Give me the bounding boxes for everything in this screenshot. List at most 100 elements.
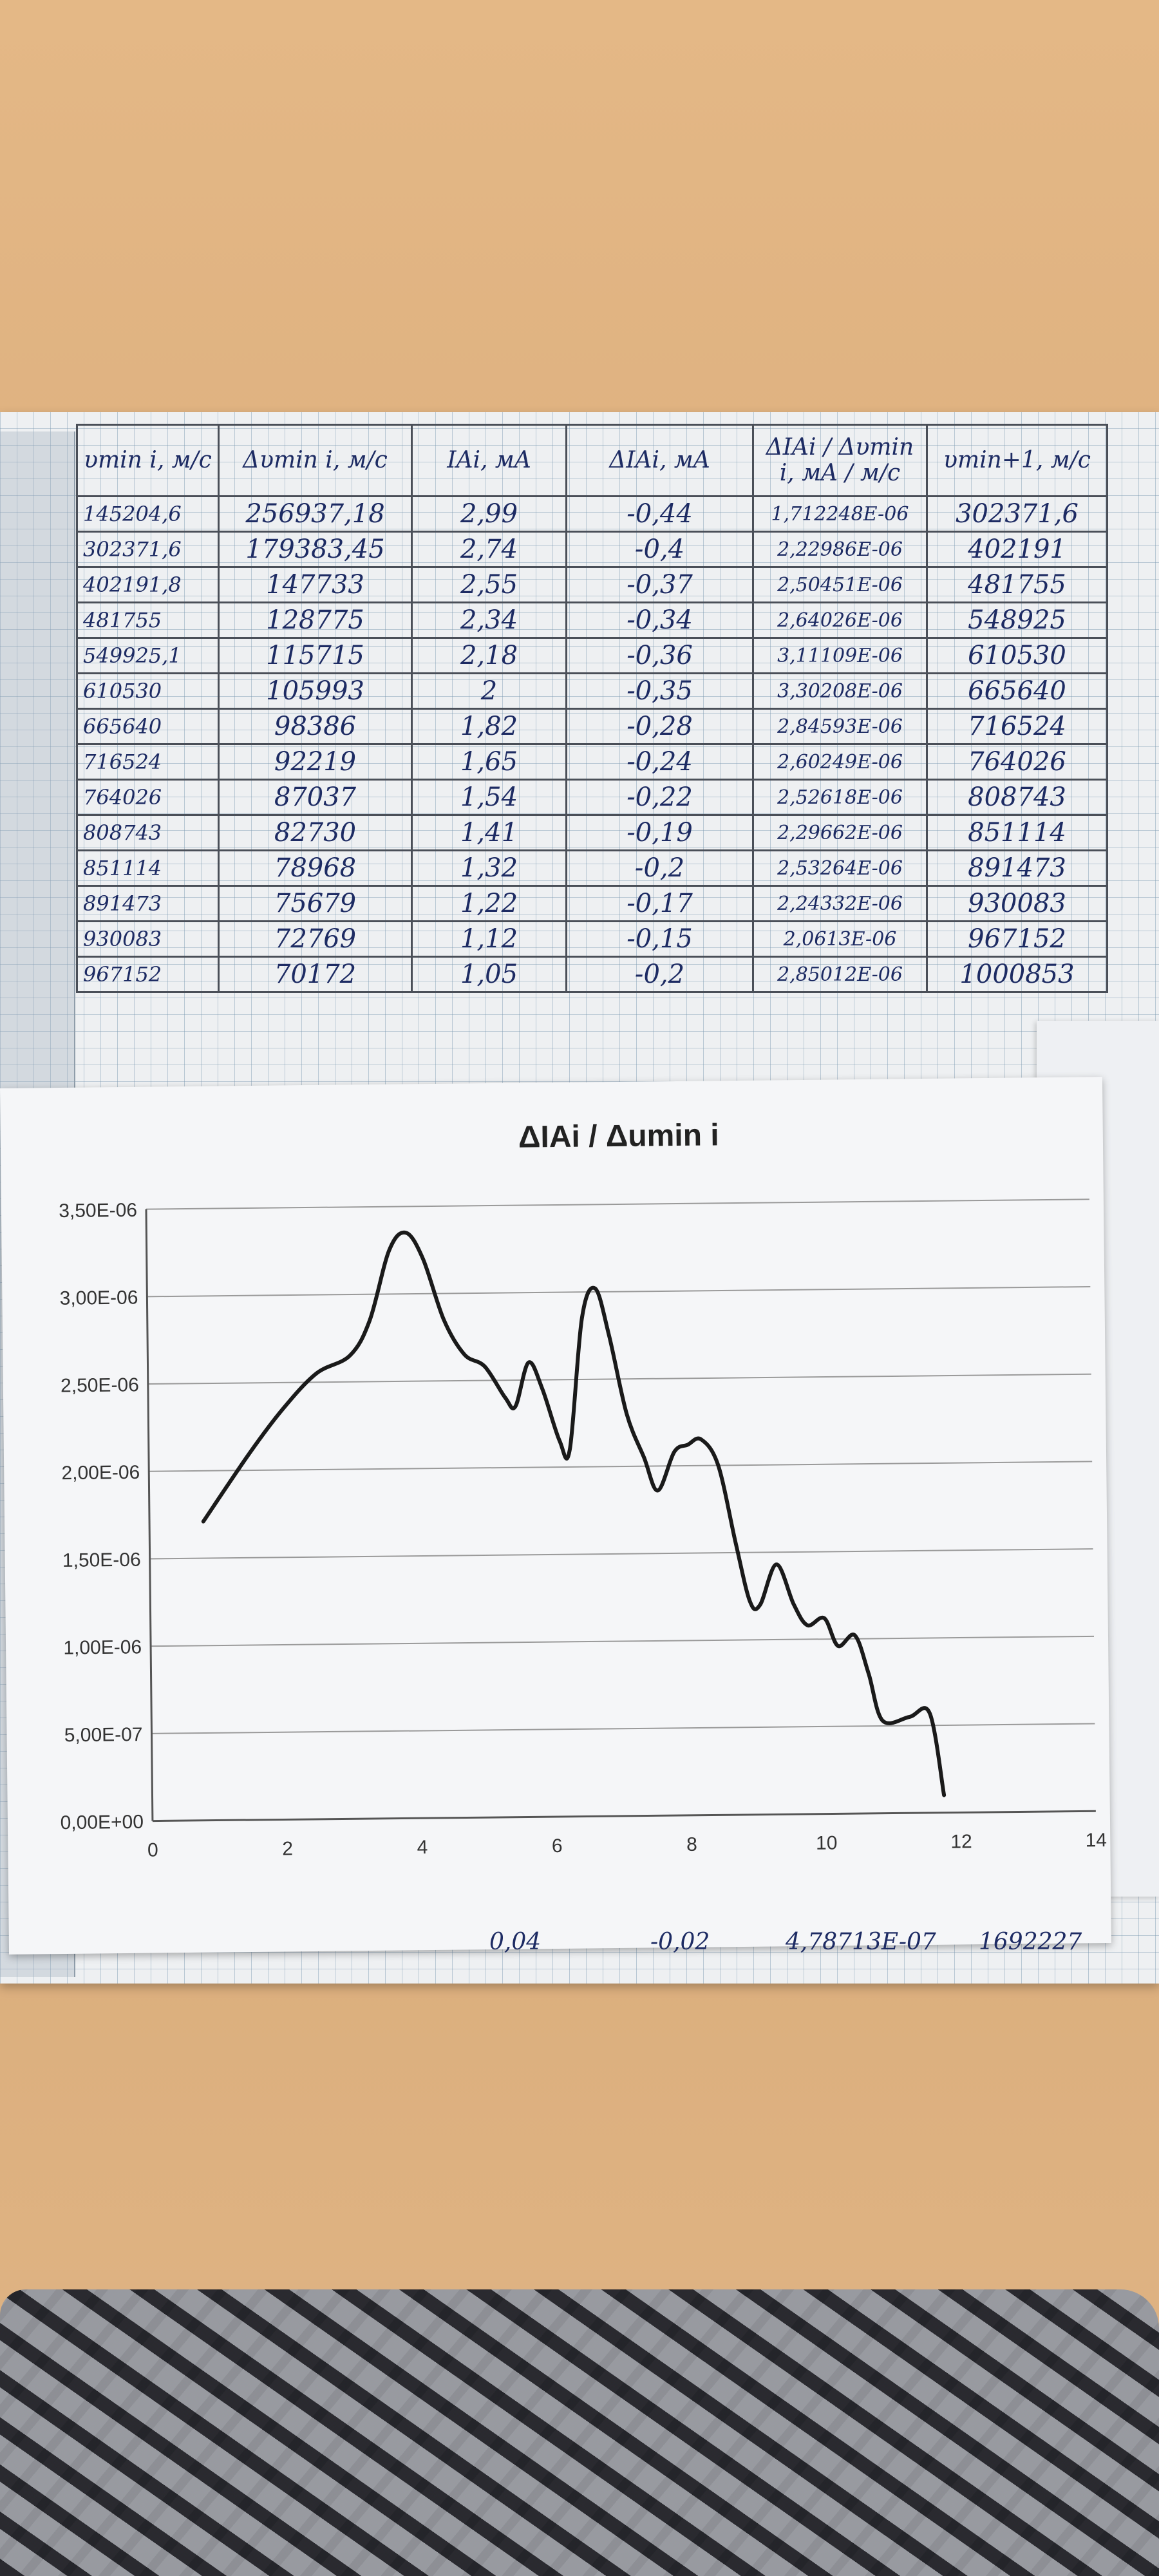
table-cell: -0,15: [565, 920, 754, 958]
table-header-cell: υmin+1, м/с: [926, 424, 1108, 497]
table-cell: 1,712248E-06: [752, 495, 928, 533]
y-tick-label: 1,50E-06: [62, 1549, 141, 1571]
y-tick-label: 0,00E+00: [60, 1812, 144, 1833]
table-cell: 72769: [218, 920, 413, 958]
x-tick-label: 10: [816, 1832, 838, 1853]
table-header-cell: ΔIAi / Δυmin i, мA / м/с: [752, 424, 928, 497]
table-cell: 402191,8: [76, 566, 220, 603]
table-header-cell: Δυmin i, м/с: [218, 424, 413, 497]
table-cell: 665640: [76, 708, 220, 745]
table-cell: 481755: [76, 601, 220, 639]
table-cell: 1,41: [411, 814, 567, 851]
table-cell: -0,2: [565, 956, 754, 993]
series-line: [201, 1230, 947, 1797]
table-row: 808743 82730 1,41 -0,19 2,29662E-06 851114: [76, 814, 1108, 851]
table-row: 402191,8 147733 2,55 -0,37 2,50451E-06 481755: [76, 566, 1108, 603]
table-cell: 665640: [926, 672, 1108, 710]
table-cell: -0,22: [565, 779, 754, 816]
table-row: 549925,1 115715 2,18 -0,36 3,11109E-06 610530: [76, 637, 1108, 674]
table-header-cell: ΔIAi, мA: [565, 424, 754, 497]
table-cell: 548925: [926, 601, 1108, 639]
table-cell: 1,65: [411, 743, 567, 781]
table-cell: 2,53264E-06: [752, 849, 928, 887]
fabric-background: [0, 2289, 1159, 2576]
table-cell: 145204,6: [76, 495, 220, 533]
table-row: 481755 128775 2,34 -0,34 2,64026E-06 548925: [76, 601, 1108, 639]
y-tick-label: 2,50E-06: [61, 1374, 139, 1396]
table-cell: 851114: [926, 814, 1108, 851]
table-cell: 2,85012E-06: [752, 956, 928, 993]
y-tick-label: 2,00E-06: [61, 1462, 140, 1484]
table-cell: 256937,18: [218, 495, 413, 533]
x-tick-label: 6: [552, 1835, 563, 1857]
table-cell: 1,12: [411, 920, 567, 958]
table-cell: 75679: [218, 885, 413, 922]
table-cell: 930083: [76, 920, 220, 958]
x-tick-label: 14: [1085, 1830, 1107, 1851]
table-cell: -0,44: [565, 495, 754, 533]
table-cell: 2,22986E-06: [752, 531, 928, 568]
table-row: 967152 70172 1,05 -0,2 2,85012E-06 1000853: [76, 956, 1108, 993]
table-cell: 716524: [76, 743, 220, 781]
table-row: 145204,6 256937,18 2,99 -0,44 1,712248E-06 30…: [76, 495, 1108, 533]
table-cell: 115715: [218, 637, 413, 674]
bottom-cell-ratio: 4,78713E-07: [786, 1929, 936, 1955]
bottom-cell-vmin: 1692227: [979, 1929, 1082, 1955]
x-tick-label: 0: [147, 1839, 158, 1861]
table-cell: 891473: [76, 885, 220, 922]
table-cell: 87037: [218, 779, 413, 816]
table-cell: 967152: [76, 956, 220, 993]
table-cell: -0,17: [565, 885, 754, 922]
bottom-cell-delta-i: 0,04: [489, 1929, 542, 1955]
table-row: 764026 87037 1,54 -0,22 2,52618E-06 808743: [76, 779, 1108, 816]
table-header-cell: IAi, мA: [411, 424, 567, 497]
table-cell: 481755: [926, 566, 1108, 603]
table-cell: 2,24332E-06: [752, 885, 928, 922]
y-tick-label: 5,00E-07: [64, 1724, 143, 1746]
table-row: 610530 105993 2 -0,35 3,30208E-06 665640: [76, 672, 1108, 710]
table-cell: -0,2: [565, 849, 754, 887]
table-cell: 302371,6: [926, 495, 1108, 533]
table-cell: 549925,1: [76, 637, 220, 674]
table-cell: 2,29662E-06: [752, 814, 928, 851]
table-cell: 1,05: [411, 956, 567, 993]
table-cell: 128775: [218, 601, 413, 639]
table-cell: 808743: [926, 779, 1108, 816]
table-cell: 82730: [218, 814, 413, 851]
table-cell: 78968: [218, 849, 413, 887]
y-tick-label: 3,00E-06: [59, 1287, 138, 1309]
table-cell: -0,19: [565, 814, 754, 851]
table-cell: 2,50451E-06: [752, 566, 928, 603]
table-cell: 98386: [218, 708, 413, 745]
table-cell: -0,4: [565, 531, 754, 568]
table-cell: 2,84593E-06: [752, 708, 928, 745]
table-cell: 716524: [926, 708, 1108, 745]
table-cell: 610530: [76, 672, 220, 710]
table-cell: 2,64026E-06: [752, 601, 928, 639]
table-cell: 808743: [76, 814, 220, 851]
bottom-cell-delta-ia: -0,02: [650, 1929, 710, 1955]
table-cell: 1,54: [411, 779, 567, 816]
table-header-cell: υmin i, м/с: [76, 424, 220, 497]
table-cell: 2,99: [411, 495, 567, 533]
table-cell: -0,35: [565, 672, 754, 710]
table-cell: 302371,6: [76, 531, 220, 568]
y-axis-line: [145, 1209, 154, 1821]
table-cell: 930083: [926, 885, 1108, 922]
table-cell: 610530: [926, 637, 1108, 674]
table-cell: 2,60249E-06: [752, 743, 928, 781]
gridline: [149, 1548, 1093, 1560]
x-axis-line: [152, 1810, 1096, 1823]
handwritten-table: υmin i, м/с Δυmin i, м/с IAi, мA ΔIAi, мA ΔI…: [76, 424, 1108, 1094]
gridline: [146, 1198, 1089, 1210]
printed-chart-sheet: ΔIAi / Δumin i 0,00E+00 5,00E-07 1,00E-06 1…: [0, 1077, 1111, 1955]
table-cell: 179383,45: [218, 531, 413, 568]
gridline: [151, 1723, 1095, 1734]
y-tick-label: 1,00E-06: [63, 1636, 142, 1658]
notebook-bottom-row: 0,04 -0,02 4,78713E-07 1692227: [258, 1909, 1082, 1971]
table-row: 851114 78968 1,32 -0,2 2,53264E-06 891473: [76, 849, 1108, 887]
table-cell: 105993: [218, 672, 413, 710]
table-cell: 891473: [926, 849, 1108, 887]
table-cell: 3,30208E-06: [752, 672, 928, 710]
table-cell: 2,74: [411, 531, 567, 568]
